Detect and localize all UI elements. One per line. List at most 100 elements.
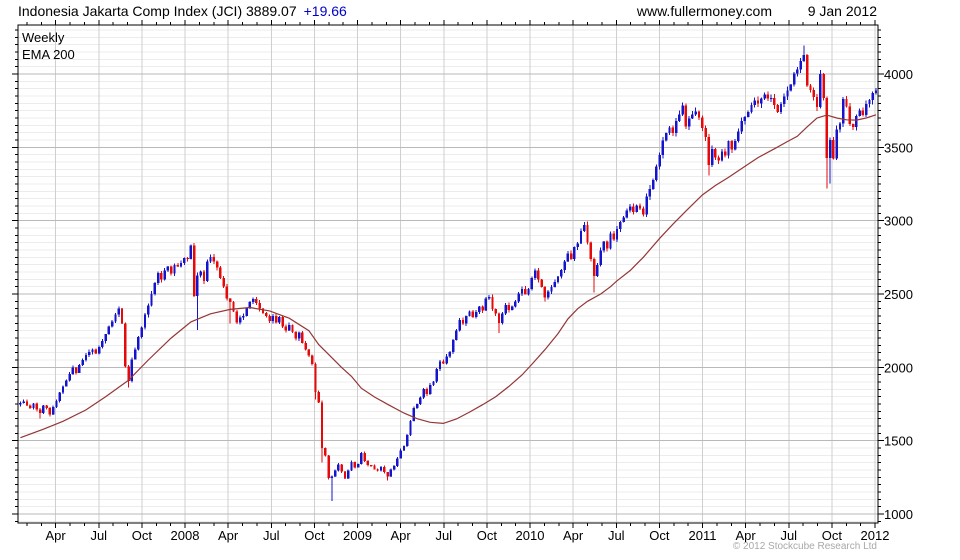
candle-body <box>625 210 629 218</box>
candle-body <box>858 110 861 116</box>
candle-body <box>133 349 137 360</box>
x-axis-labels: Apr Jul Oct 2008 Apr Jul Oct 2009 Apr Jul Oct 2010 A… <box>46 528 890 543</box>
candle-body <box>369 465 373 467</box>
x-axis-label: Oct <box>304 528 325 543</box>
candle-body <box>183 258 186 264</box>
candle-body <box>815 97 819 107</box>
candle-body <box>632 206 635 212</box>
ema-line <box>20 114 877 439</box>
candle-body <box>353 461 356 468</box>
candle-body <box>304 343 307 350</box>
candle-body <box>665 132 668 141</box>
candle-body <box>65 380 68 387</box>
candle-body <box>406 434 409 446</box>
candle-body <box>192 245 196 297</box>
candle-body <box>746 111 750 117</box>
candle-body <box>674 120 678 134</box>
candle-body <box>474 312 478 318</box>
candle-body <box>284 326 288 331</box>
candle-body <box>392 465 396 470</box>
candle-body <box>373 465 376 470</box>
candle-body <box>356 464 360 468</box>
y-axis-label: 1500 <box>884 434 913 449</box>
candle-body <box>704 127 707 138</box>
candle-body <box>58 392 61 402</box>
candle-body <box>760 98 763 104</box>
chart-title: Indonesia Jakarta Comp Index (JCI) 3889.… <box>18 3 347 19</box>
candle-body <box>783 96 786 105</box>
candle-body <box>147 305 150 315</box>
candle-body <box>596 265 599 276</box>
candle-body <box>507 304 511 311</box>
candle-body <box>160 273 163 280</box>
candle-body <box>432 381 435 385</box>
candle-body <box>461 319 465 324</box>
candle-body <box>740 121 743 132</box>
candle-body <box>530 277 534 290</box>
gridlines-vertical <box>55 25 876 523</box>
x-axis-label: Oct <box>822 528 843 543</box>
candle-body <box>360 452 363 465</box>
candle-body <box>35 403 38 410</box>
candle-body <box>258 302 261 309</box>
candle-body <box>415 403 419 409</box>
y-axis-label: 1000 <box>884 507 913 522</box>
candle-body <box>327 455 330 479</box>
candle-body <box>101 341 104 347</box>
candle-body <box>612 233 615 240</box>
candle-body <box>274 316 278 323</box>
candle-body <box>661 140 665 156</box>
candle-body <box>124 323 127 367</box>
candle-body <box>324 447 327 456</box>
candle-body <box>497 313 501 324</box>
candle-body <box>471 311 474 318</box>
candle-body <box>114 314 117 322</box>
candle-body <box>386 472 389 477</box>
candle-body <box>196 275 199 297</box>
candle-body <box>143 314 147 328</box>
candle-body <box>307 349 311 356</box>
candle-body <box>527 289 530 295</box>
candle-body <box>337 464 340 471</box>
candle-body <box>586 224 589 243</box>
candle-body <box>701 117 704 128</box>
candle-body <box>294 331 297 339</box>
candle-body <box>91 349 94 353</box>
candle-body <box>566 253 570 262</box>
candle-body <box>560 270 563 277</box>
chart-title-text: Indonesia Jakarta Comp Index (JCI) 3889.… <box>18 3 297 19</box>
candle-body <box>871 93 874 101</box>
candle-body <box>366 461 370 466</box>
candle-body <box>835 129 838 159</box>
candle-body <box>832 140 835 159</box>
candle-body <box>465 316 468 324</box>
candle-body <box>291 324 294 332</box>
candle-body <box>756 100 760 104</box>
candle-body <box>805 54 809 86</box>
candle-body <box>435 368 438 382</box>
candle-body <box>130 359 134 381</box>
candle-body <box>173 264 176 274</box>
candle-body <box>792 73 796 85</box>
candle-body <box>55 401 58 407</box>
candle-body <box>468 311 471 317</box>
candle-body <box>766 94 770 99</box>
candle-body <box>19 402 22 405</box>
y-axis-label: 4000 <box>884 67 913 82</box>
candle-body <box>776 105 779 113</box>
candle-body <box>809 85 812 91</box>
candle-body <box>694 111 697 115</box>
candle-body <box>104 334 107 342</box>
x-axis-label: Jul <box>90 528 107 543</box>
candle-body <box>547 291 550 298</box>
candle-body <box>861 110 865 115</box>
candle-body <box>491 296 494 309</box>
candle-body <box>215 261 219 268</box>
candle-body <box>842 99 845 124</box>
candle-body <box>163 270 166 280</box>
candle-body <box>691 114 694 119</box>
candle-body <box>212 257 216 262</box>
candle-body <box>111 321 114 327</box>
candle-body <box>563 261 566 271</box>
candle-body <box>458 319 461 331</box>
